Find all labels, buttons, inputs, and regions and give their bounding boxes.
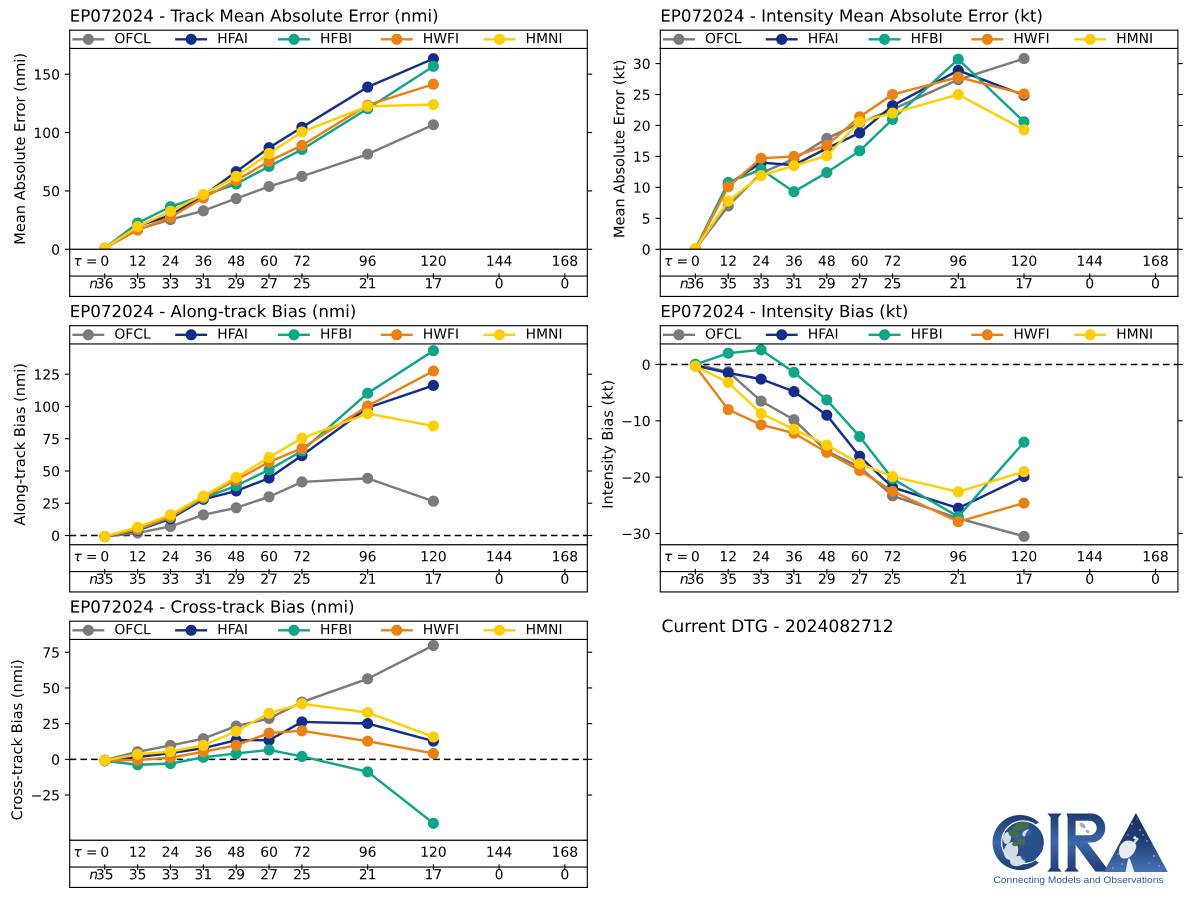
svg-text:Connecting Models and Observat: Connecting Models and Observations <box>994 875 1164 886</box>
